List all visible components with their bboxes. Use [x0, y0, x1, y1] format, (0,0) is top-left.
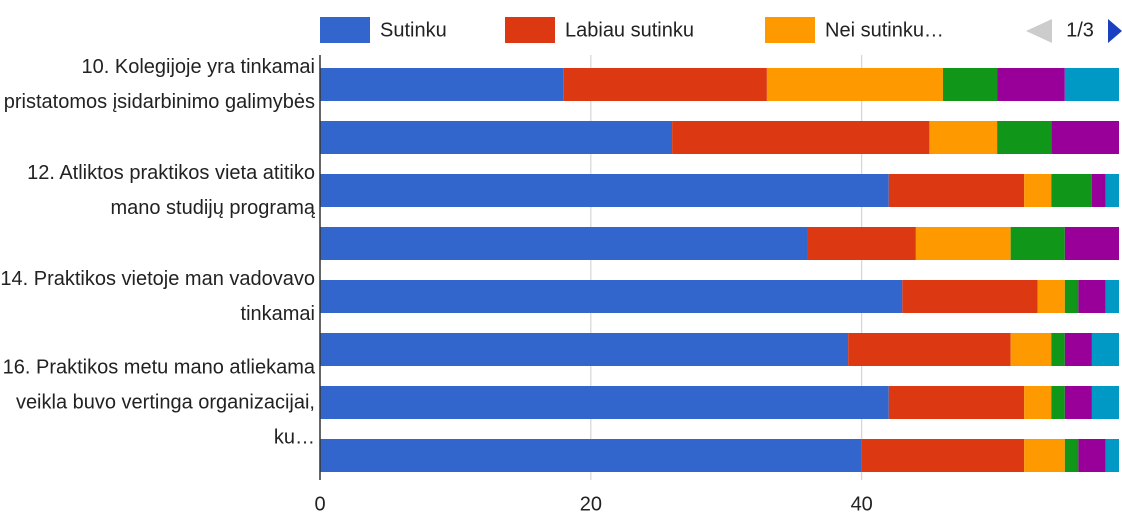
bar-segment [888, 174, 1025, 207]
bar-segment [320, 121, 673, 154]
bar-segment [1010, 333, 1052, 366]
bar-segment [848, 333, 1011, 366]
bar-segment [997, 121, 1052, 154]
bar-segment [929, 121, 998, 154]
y-category-label: 16. Praktikos metu mano atliekama veikla… [2, 356, 315, 448]
bar-segment [1024, 174, 1052, 207]
bar-segment [1064, 439, 1079, 472]
bar-segment [1024, 386, 1052, 419]
legend-prev [1026, 19, 1052, 43]
y-category-label: 14. Praktikos vietoje man vadovavo tinka… [0, 267, 315, 325]
bar-segment [1051, 333, 1065, 366]
legend-next[interactable] [1108, 19, 1122, 43]
bar-segment [942, 68, 998, 101]
bar-segment [1051, 174, 1092, 207]
bar-segment [1051, 386, 1065, 419]
x-tick-label: 40 [851, 493, 873, 515]
bar-segment [320, 386, 889, 419]
bar-segment [1064, 386, 1092, 419]
bar-segment [1064, 68, 1119, 101]
bar-segment [1105, 280, 1119, 313]
bar-segment [1091, 174, 1106, 207]
legend-swatch [765, 17, 815, 43]
bar-segment [1078, 280, 1106, 313]
bar-segment [320, 280, 903, 313]
bar-segment [861, 439, 1025, 472]
bar-segment [320, 68, 564, 101]
bar-segment [1091, 333, 1119, 366]
x-tick-label: 0 [314, 493, 325, 515]
bar-segment [1024, 439, 1065, 472]
bar-segment [1078, 439, 1106, 472]
bar-segment [563, 68, 767, 101]
bar-segment [320, 333, 849, 366]
bar-segment [320, 174, 889, 207]
legend-label: Labiau sutinku [565, 19, 694, 41]
bar-segment [1037, 280, 1065, 313]
y-category-label: 10. Kolegijoje yra tinkamai pristatomos … [3, 55, 315, 113]
bar-segment [1091, 386, 1119, 419]
bar-segment [320, 227, 808, 260]
bar-segment [1064, 333, 1092, 366]
legend-page: 1/3 [1066, 19, 1094, 41]
bar-segment [1064, 280, 1079, 313]
bar-segment [997, 68, 1065, 101]
bar-segment [888, 386, 1025, 419]
legend-swatch [320, 17, 370, 43]
bar-segment [807, 227, 916, 260]
legend-label: Sutinku [380, 19, 447, 41]
bar-segment [915, 227, 1011, 260]
bar-segment [766, 68, 943, 101]
x-tick-label: 20 [580, 493, 602, 515]
bar-segment [672, 121, 930, 154]
bar-segment [1010, 227, 1065, 260]
bar-segment [1051, 121, 1119, 154]
bar-segment [1064, 227, 1119, 260]
bar-segment [1105, 174, 1119, 207]
bar-segment [1105, 439, 1119, 472]
bar-segment [320, 439, 862, 472]
legend-swatch [505, 17, 555, 43]
legend-label: Nei sutinku… [825, 19, 944, 41]
y-category-label: 12. Atliktos praktikos vieta atitiko man… [27, 161, 315, 219]
bar-segment [902, 280, 1038, 313]
